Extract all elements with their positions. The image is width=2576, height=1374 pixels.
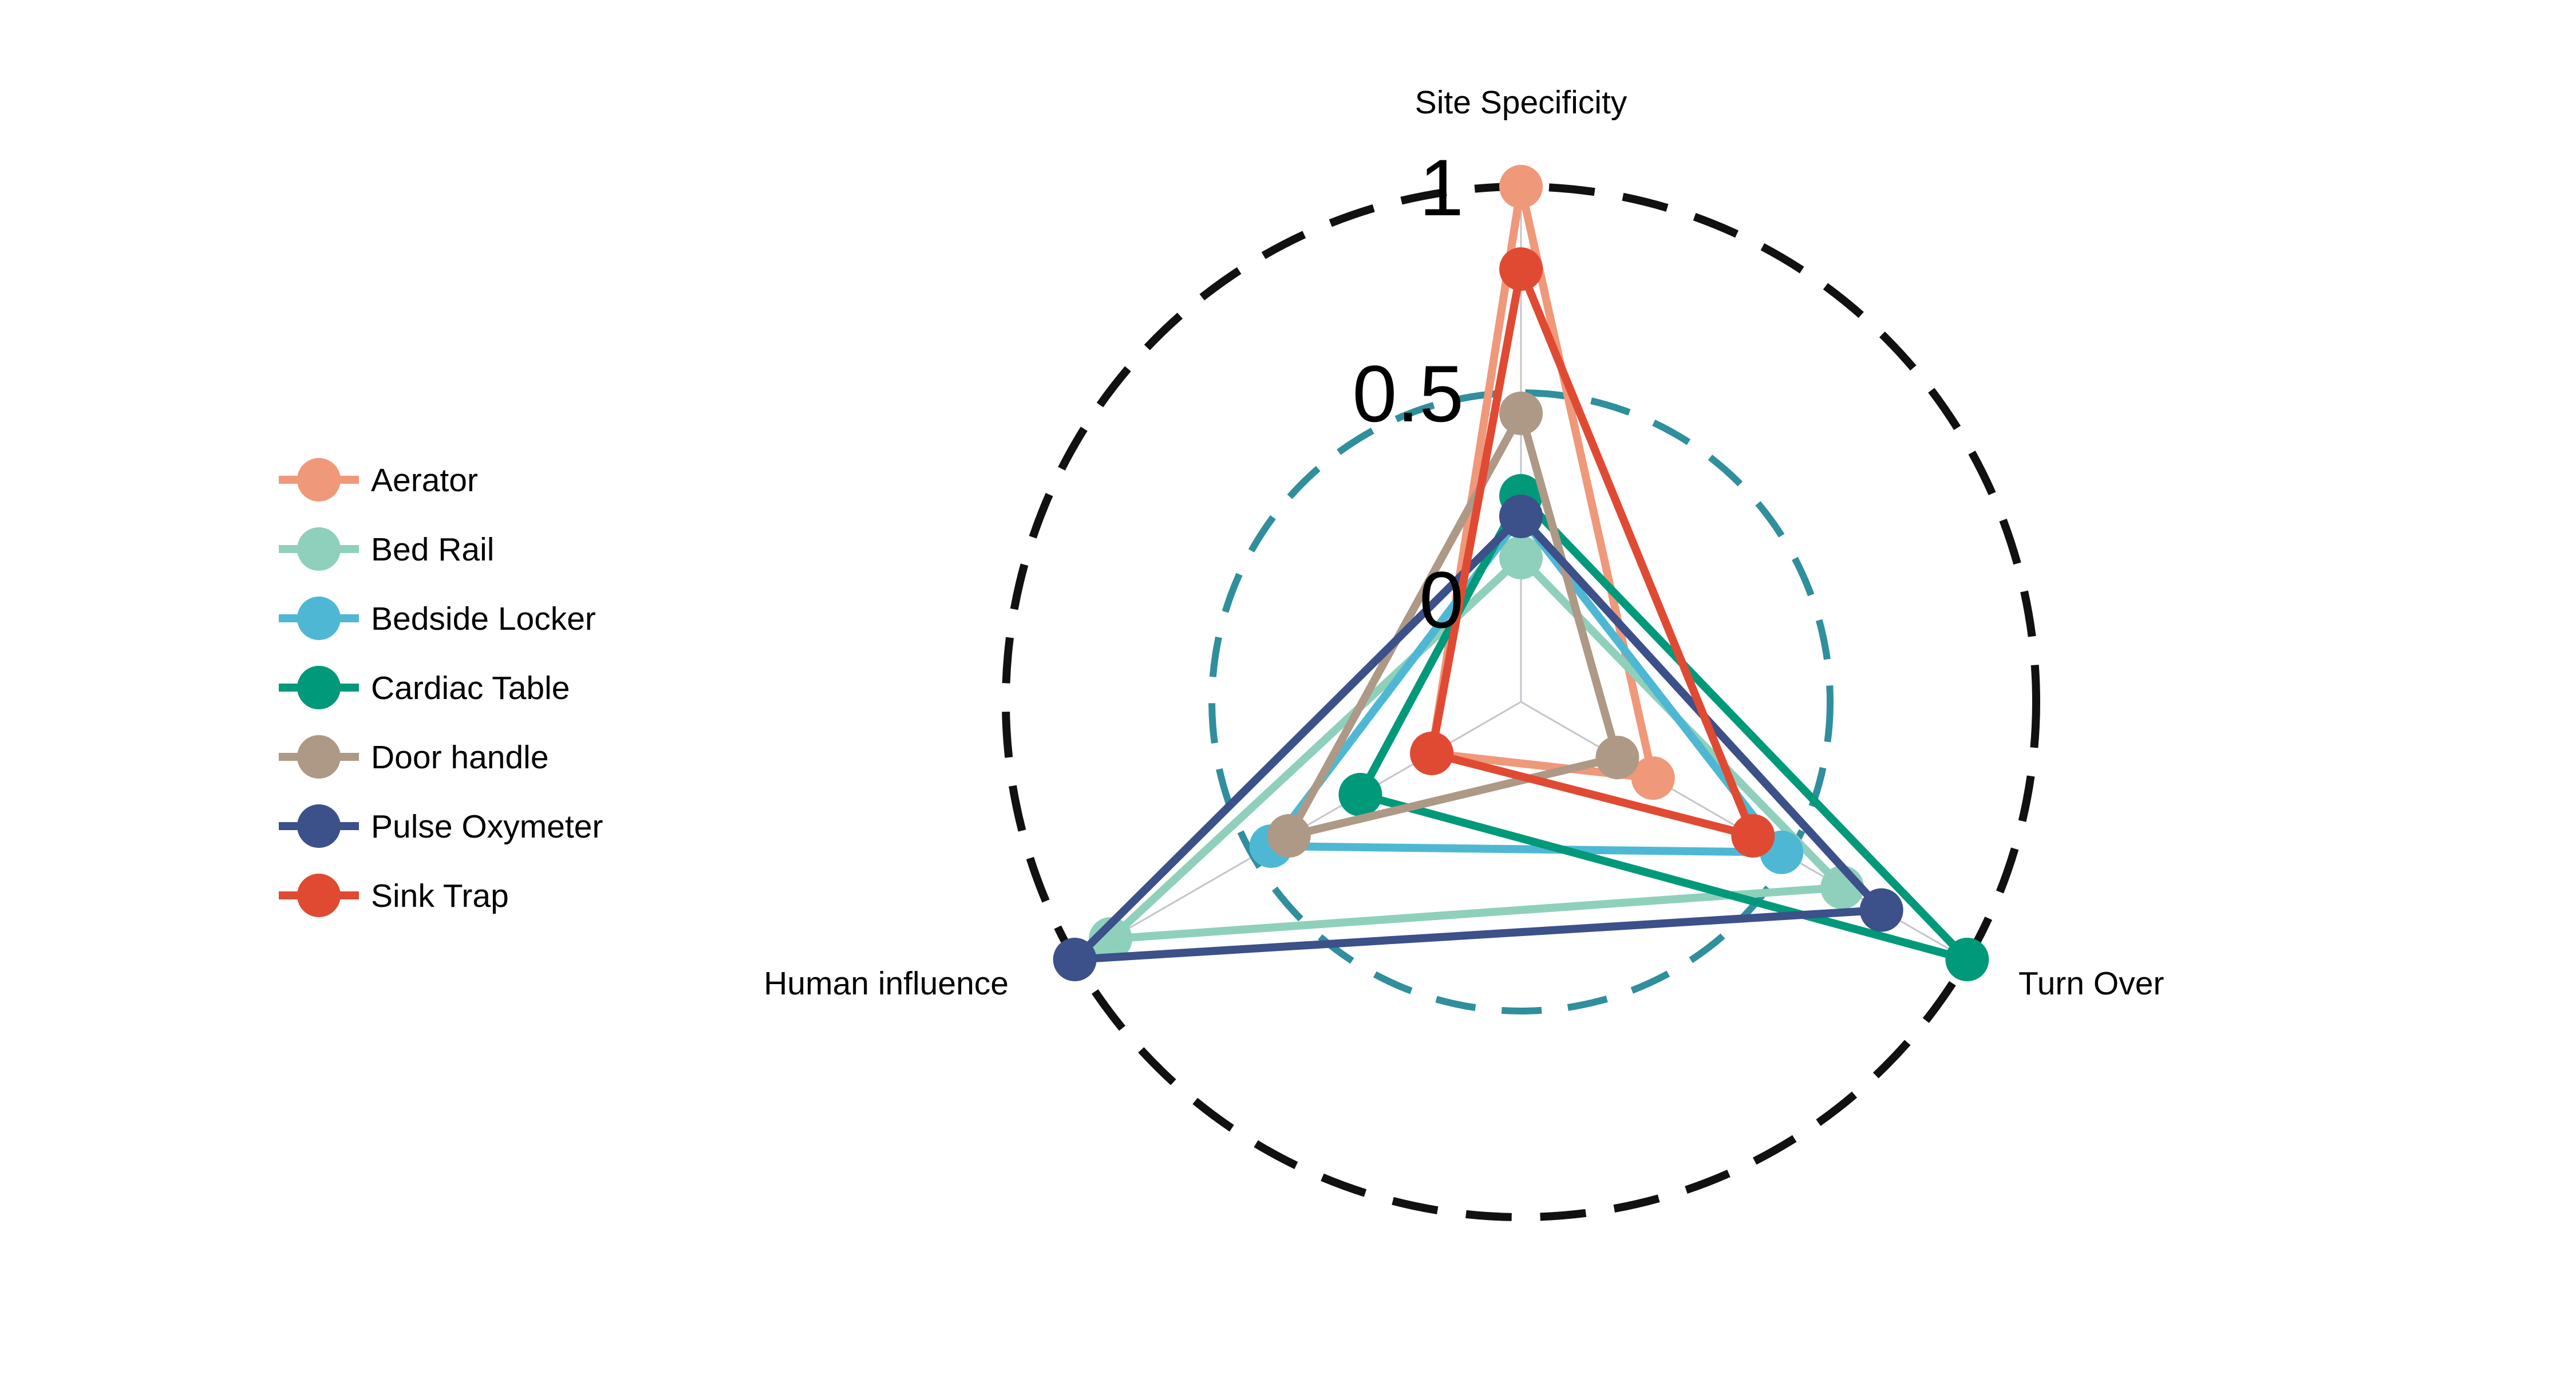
- legend-label: Cardiac Table: [371, 670, 570, 706]
- data-point: [1410, 732, 1454, 775]
- axis-label: Site Specificity: [1415, 84, 1627, 121]
- radar-ring: [1208, 389, 1834, 1014]
- series-line: [1267, 512, 1786, 856]
- data-point: [1499, 392, 1543, 435]
- series-line: [1428, 183, 1657, 783]
- series-group: [1267, 392, 1639, 858]
- series-group: [1410, 247, 1775, 858]
- data-point: [1595, 736, 1639, 780]
- legend-item: Sink Trap: [279, 874, 509, 917]
- legend-swatch-marker: [297, 458, 341, 502]
- ring-value-label: 0.5: [1352, 349, 1464, 439]
- series-group: [1053, 495, 1903, 981]
- ring-value-label: 0: [1419, 555, 1464, 645]
- legend-item: Door handle: [279, 735, 549, 779]
- legend-label: Sink Trap: [371, 878, 509, 914]
- data-point: [1499, 165, 1543, 208]
- radar-ring: [1002, 183, 2040, 1221]
- data-point: [1338, 773, 1382, 816]
- series-line: [1428, 265, 1757, 840]
- data-point: [1731, 814, 1775, 858]
- data-point: [1631, 756, 1675, 800]
- axis-label: Turn Over: [2018, 965, 2164, 1002]
- legend: Aerator Bed Rail Bedside Locker Cardiac Tab…: [279, 458, 603, 917]
- ring-value-label: 1: [1419, 143, 1464, 232]
- legend-label: Pulse Oxymeter: [371, 808, 603, 845]
- legend-swatch-marker: [297, 666, 341, 709]
- axis-label: Human influence: [764, 965, 1009, 1002]
- radar-grid: [1002, 183, 2040, 1221]
- data-point: [1945, 938, 1989, 981]
- data-point: [1053, 938, 1097, 981]
- legend-label: Bed Rail: [371, 531, 494, 568]
- legend-item: Bedside Locker: [279, 597, 596, 640]
- legend-swatch-marker: [297, 874, 341, 917]
- series-line: [1356, 492, 1971, 964]
- data-point: [1499, 536, 1543, 579]
- radar-series: [1053, 165, 1989, 981]
- radar-axis-labels: Site Specificity Turn Over Human influence: [764, 84, 2164, 1002]
- legend-item: Bed Rail: [279, 527, 494, 571]
- series-line: [1285, 409, 1622, 840]
- legend-swatch-marker: [297, 804, 341, 848]
- legend-item: Aerator: [279, 458, 478, 502]
- legend-swatch-marker: [297, 527, 341, 571]
- legend-label: Door handle: [371, 739, 549, 776]
- legend-item: Cardiac Table: [279, 666, 570, 709]
- data-point: [1088, 917, 1132, 961]
- data-point: [1499, 495, 1543, 538]
- legend-swatch-marker: [297, 735, 341, 779]
- data-point: [1267, 814, 1311, 858]
- data-point: [1499, 247, 1543, 291]
- legend-label: Bedside Locker: [371, 601, 596, 637]
- legend-label: Aerator: [371, 462, 478, 499]
- radar-ring-labels: 00.51: [1352, 143, 1464, 645]
- data-point: [1859, 888, 1903, 932]
- legend-item: Pulse Oxymeter: [279, 804, 603, 848]
- legend-swatch-marker: [297, 597, 341, 640]
